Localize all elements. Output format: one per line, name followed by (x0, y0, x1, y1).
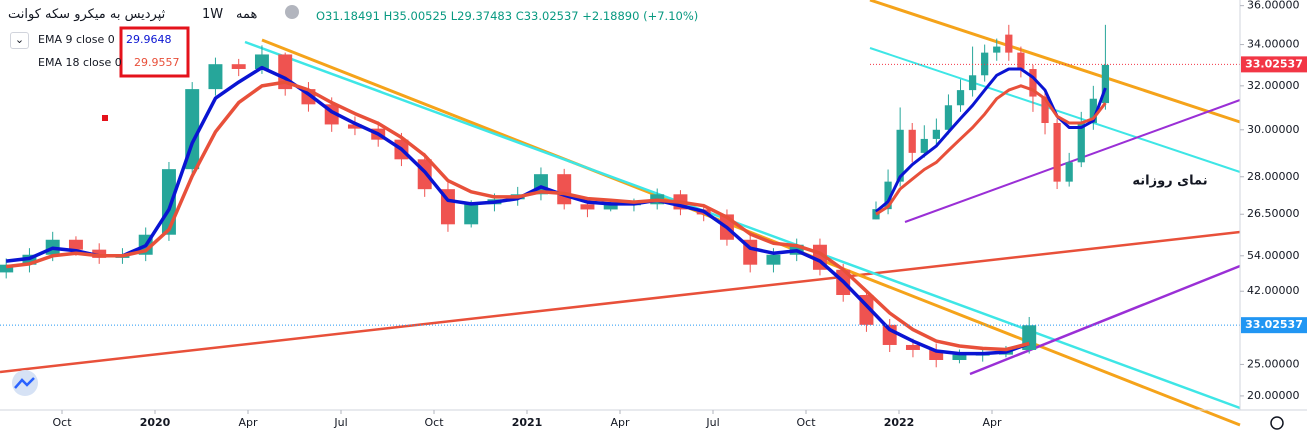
candle-body (1077, 123, 1085, 163)
trend-line (244, 40, 1241, 410)
symbol-title[interactable]: ثپردیس به میکرو سکه کوانت (8, 7, 166, 22)
x-tick-label: 2020 (140, 416, 171, 429)
candle-body (254, 54, 269, 69)
candle-body (557, 174, 572, 205)
candle-body (908, 129, 916, 153)
x-tick-label: Oct (52, 416, 72, 429)
x-tick-label: 2022 (884, 416, 915, 429)
last-price-box (1241, 317, 1307, 334)
last-price-label: 33.02537 (1245, 318, 1303, 331)
candle-body (161, 169, 176, 235)
y-tick-label: 30.00000 (1247, 123, 1300, 136)
candle-body (956, 90, 965, 106)
y-tick-label: 36.00000 (1247, 0, 1300, 12)
candle-body (1101, 64, 1110, 104)
x-tick-label: Apr (982, 416, 1002, 429)
candle-body (0, 264, 14, 273)
candle-body (1029, 69, 1037, 97)
x-tick-label: Oct (796, 416, 816, 429)
logo-mark (14, 377, 35, 389)
y-tick-label: 28.00000 (1247, 170, 1300, 183)
y-tick-label: 20.00000 (1247, 389, 1300, 402)
visibility-toggle[interactable] (285, 5, 299, 19)
candle-body (884, 181, 892, 210)
candle-body (932, 129, 940, 139)
candle-body (905, 344, 920, 350)
candle-body (68, 239, 83, 250)
candle-body (464, 204, 479, 225)
legend-toggle[interactable]: ⌄ (10, 32, 29, 49)
ohlc: O31.18491 H35.00525 L29.37483 C33.02537 … (316, 9, 699, 23)
y-tick-label: 25.00000 (1247, 357, 1300, 370)
candle-body (993, 46, 1001, 53)
trend-line (904, 99, 1241, 223)
interval[interactable]: 1W (202, 7, 224, 22)
candle-body (1089, 98, 1097, 124)
candle-body (968, 75, 977, 91)
ema-line (5, 80, 1030, 352)
candle-body (952, 354, 967, 360)
candle-body (208, 64, 223, 90)
last-price-box (1241, 56, 1307, 73)
inset-chart: نمای روزانه (869, 0, 1241, 223)
highlight-box (119, 26, 190, 78)
ema-line (875, 84, 1107, 216)
x-tick-label: Jul (333, 416, 347, 429)
candle-body (1005, 34, 1013, 53)
candle-body (1041, 96, 1049, 124)
trend-line (0, 230, 1241, 374)
candle-body (580, 204, 595, 210)
y-tick-label: 42.00000 (1247, 284, 1300, 297)
x-tick-label: Oct (424, 416, 444, 429)
legend-value: 29.9648 (126, 33, 172, 46)
y-tick-label: 32.00000 (1247, 79, 1300, 92)
inset-background (870, 0, 1307, 224)
x-tick-label: Apr (610, 416, 630, 429)
legend-label: EMA 18 close 0 (38, 56, 122, 69)
exchange: همه (236, 7, 258, 22)
candle-body (1053, 123, 1061, 182)
x-tick-label: Apr (238, 416, 258, 429)
candle-body (920, 138, 928, 153)
candle-body (929, 349, 944, 360)
candle-body (1017, 52, 1025, 70)
y-tick-label: 34.00000 (1247, 38, 1300, 51)
trend-line (869, 0, 1241, 124)
candle-body (92, 249, 107, 258)
y-tick-label: 54.00000 (1247, 249, 1300, 262)
candle-body (603, 204, 618, 210)
x-tick-label: Jul (705, 416, 719, 429)
main-chart (0, 38, 1241, 427)
marker (102, 115, 108, 121)
candle-body (231, 64, 246, 69)
x-tick-label: 2021 (512, 416, 543, 429)
legend-label: EMA 9 close 0 (38, 33, 115, 46)
candle-body (872, 209, 880, 220)
axes: 54.00000 42.00000 25.00000 20.00000 Oct 2020 A… (52, 0, 1307, 429)
candle-body (1065, 162, 1073, 182)
candle-body (944, 105, 953, 130)
ema-line (875, 67, 1107, 213)
inset-title: نمای روزانه (1132, 174, 1207, 189)
trend-line (969, 264, 1241, 376)
candle-body (347, 124, 362, 129)
settings-icon[interactable] (1270, 416, 1284, 430)
candle-body (766, 254, 781, 265)
last-price-label: 33.02537 (1245, 57, 1303, 70)
y-tick-label: 26.50000 (1247, 207, 1300, 220)
candle-body (896, 129, 904, 182)
legend-value: 29.9557 (134, 56, 180, 69)
